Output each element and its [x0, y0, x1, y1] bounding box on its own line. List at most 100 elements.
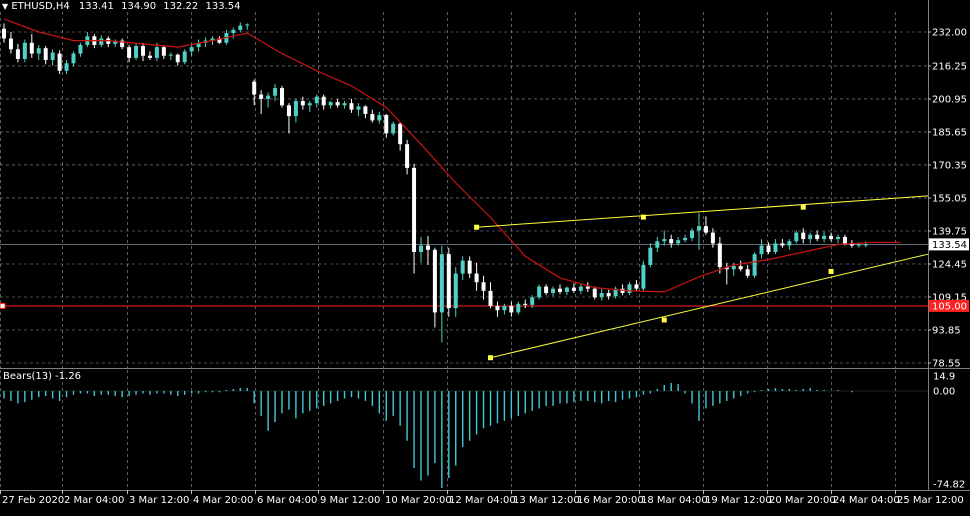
candle-body	[245, 24, 250, 26]
candle-body	[342, 103, 347, 106]
candle-body	[738, 266, 743, 270]
candle-body	[697, 226, 701, 231]
candle-body	[231, 29, 236, 34]
bears-axis-label: 0.00	[933, 387, 955, 398]
open-value: 133.41	[78, 1, 114, 12]
candle-body	[412, 167, 417, 253]
candle-body	[141, 46, 145, 56]
candle-body	[36, 48, 41, 54]
time-axis-label: 9 Mar 12:00	[320, 495, 380, 506]
candle-body	[502, 305, 507, 311]
candle-body	[780, 243, 785, 246]
price-axis-label: 185.65	[932, 127, 967, 138]
price-axis-label: 139.75	[932, 226, 967, 237]
candle-body	[627, 284, 632, 294]
candle-body	[856, 244, 861, 246]
candle-body	[537, 286, 542, 298]
symbol-label: ETHUSD,H4	[11, 1, 70, 12]
candle-body	[328, 102, 333, 106]
trendline-anchor	[474, 224, 480, 230]
candle-body	[99, 38, 104, 45]
candle-body	[168, 54, 173, 56]
trendline-2	[490, 253, 929, 359]
chart-header: ▼ ETHUSD,H4 133.41 134.90 132.22 133.54	[2, 1, 244, 12]
candle-body	[189, 47, 194, 52]
candle-body	[432, 249, 437, 313]
price-axis-label: 155.05	[932, 193, 967, 204]
candle-body	[745, 269, 750, 276]
chart-axes: 232.00 216.25 200.95 185.65 170.35 155.05 139.…	[0, 28, 969, 506]
candle-body	[766, 245, 771, 253]
candle-body	[634, 284, 639, 289]
candle-body	[321, 96, 326, 106]
candle-body	[815, 234, 820, 240]
candle-body	[544, 286, 549, 294]
indicator-header: Bears(13) -1.26	[3, 371, 82, 382]
candle-body	[849, 243, 854, 246]
candle-body	[773, 243, 778, 253]
candle-body	[648, 247, 653, 265]
candle-body	[599, 293, 604, 298]
candle-body	[495, 305, 500, 311]
candle-body	[2, 28, 6, 39]
price-axis-label: 170.35	[932, 160, 967, 171]
trendline-1	[476, 195, 929, 228]
candle-body	[787, 241, 792, 246]
time-axis-label: 18 Mar 04:00	[641, 495, 708, 506]
candle-body	[571, 287, 576, 291]
close-value: 133.54	[205, 1, 241, 12]
candle-body	[578, 286, 583, 291]
high-value: 134.90	[121, 1, 157, 12]
candle-body	[113, 40, 118, 44]
candle-body	[836, 236, 840, 240]
candle-body	[585, 286, 590, 289]
candle-body	[217, 38, 222, 43]
candle-body	[134, 46, 139, 58]
candle-body	[551, 288, 556, 294]
candle-body	[655, 241, 660, 248]
candle-body	[43, 48, 48, 61]
candle-body	[154, 47, 159, 58]
horizontal-line[interactable]	[0, 243, 928, 309]
candle-body	[280, 88, 284, 106]
candle-body	[300, 101, 305, 106]
candle-body	[523, 303, 528, 305]
candle-body	[481, 282, 486, 291]
chart-grid	[0, 0, 970, 491]
candle-body	[349, 103, 354, 110]
bears-axis-label: 14.9	[933, 372, 955, 383]
time-axis-label: 12 Mar 04:00	[449, 495, 516, 506]
candle-body	[620, 288, 625, 294]
price-candles	[2, 22, 868, 343]
candle-body	[467, 260, 472, 274]
trendline-anchor	[488, 355, 493, 361]
candle-body	[196, 42, 201, 48]
low-value: 132.22	[163, 1, 199, 12]
candle-body	[22, 42, 27, 59]
time-axis-label: 19 Mar 12:00	[705, 495, 772, 506]
candle-body	[530, 297, 535, 305]
time-axis-label: 4 Mar 20:00	[193, 495, 253, 506]
time-axis-label: 10 Mar 20:00	[385, 495, 452, 506]
candle-body	[641, 264, 646, 289]
time-axis-label: 25 Mar 12:00	[897, 495, 964, 506]
candle-body	[752, 254, 757, 276]
collapse-triangle-icon[interactable]: ▼	[2, 2, 9, 11]
candle-body	[8, 38, 13, 50]
candle-body	[516, 303, 521, 313]
candle-body	[266, 95, 271, 99]
candle-body	[613, 288, 618, 297]
candle-body	[335, 102, 340, 106]
candle-body	[731, 266, 736, 270]
moving-average-line	[3, 18, 901, 293]
trendlines[interactable]	[474, 195, 929, 361]
candle-body	[488, 290, 493, 306]
candle-body	[676, 240, 681, 244]
candle-body	[384, 115, 389, 134]
candle-body	[794, 232, 799, 242]
candle-body	[710, 232, 715, 244]
time-axis-label: 3 Mar 12:00	[129, 495, 189, 506]
candle-body	[64, 63, 69, 71]
